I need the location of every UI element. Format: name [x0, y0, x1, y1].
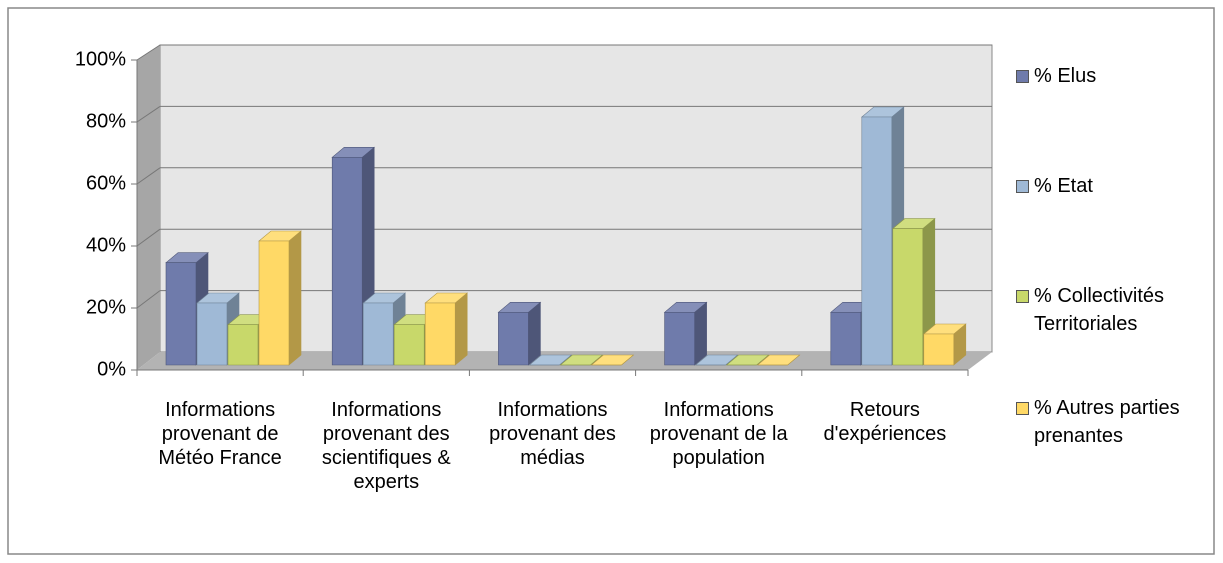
grid-line [136, 105, 161, 123]
bar-side [694, 301, 707, 366]
bar-side [288, 230, 302, 366]
bar [497, 301, 542, 366]
bar [756, 354, 801, 366]
bar-front [331, 157, 363, 366]
x-tick-label: Informations provenant des médias [489, 399, 616, 469]
legend-swatch [1016, 180, 1029, 193]
bar-front [258, 240, 290, 366]
bar [528, 354, 573, 366]
bar-front [196, 302, 228, 366]
bar-front [424, 302, 456, 366]
bar [694, 354, 739, 366]
grid-line [136, 167, 161, 185]
legend-entry: % Elus [1016, 62, 1223, 90]
bar [725, 354, 770, 366]
y-tick-label: 80% [86, 110, 126, 132]
bar-front [393, 324, 425, 366]
legend-entry: % Etat [1016, 172, 1223, 200]
bar-front [227, 324, 259, 366]
bar-front [362, 302, 394, 366]
x-tick-label: Informations provenant de la population [649, 399, 788, 469]
bar-front [498, 311, 529, 366]
x-tick-label: Retours d'expériences [823, 399, 947, 445]
bar-front [664, 311, 695, 366]
bar [590, 354, 635, 366]
side-wall [137, 45, 160, 370]
legend-swatch [1016, 402, 1029, 415]
bar [559, 354, 604, 366]
x-tick-label: Informations provenant de Météo France [158, 399, 282, 469]
y-tick-label: 40% [86, 234, 126, 256]
grid-line [136, 44, 161, 61]
bar-front [830, 311, 862, 366]
legend-swatch [1016, 70, 1029, 83]
legend-entry: % Collectivités Territoriales [1016, 282, 1223, 338]
bar-front [861, 116, 893, 366]
bar [424, 292, 469, 366]
legend-entry: % Autres parties prenantes [1016, 394, 1223, 450]
bar-front [892, 228, 924, 366]
grid-line [136, 228, 161, 247]
y-tick-label: 60% [86, 172, 126, 194]
y-tick-label: 20% [86, 296, 126, 318]
y-tick-label: 100% [75, 48, 126, 70]
bar-side [454, 292, 468, 366]
grid-line [136, 290, 161, 309]
y-tick-label: 0% [97, 358, 126, 380]
bar [258, 230, 302, 366]
x-tick-label: Informations provenant des scientifiques… [321, 399, 451, 493]
bar-front [923, 333, 955, 366]
bar-side [528, 301, 541, 366]
bar [922, 323, 967, 366]
bar [663, 301, 708, 366]
bar-front [165, 262, 197, 366]
legend-swatch [1016, 290, 1029, 303]
